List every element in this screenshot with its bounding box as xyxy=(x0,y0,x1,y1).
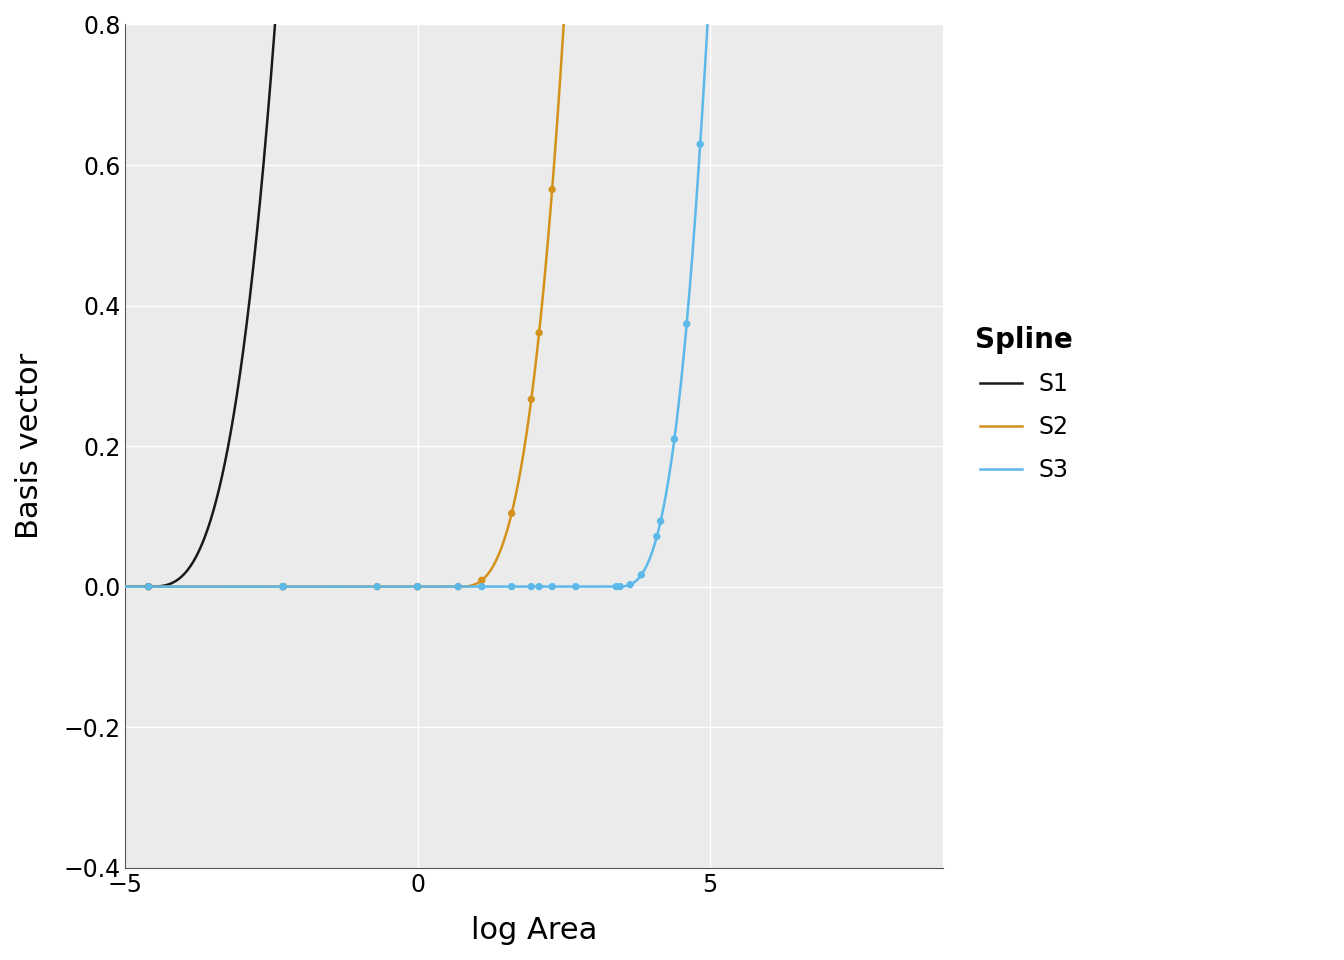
Point xyxy=(650,514,672,529)
Point xyxy=(542,579,563,594)
Y-axis label: Basis vector: Basis vector xyxy=(15,353,44,540)
S3 xyxy=(493,581,509,592)
Point xyxy=(448,579,469,594)
S3 xyxy=(515,581,531,592)
Point xyxy=(137,579,159,594)
Legend: S1, S2, S3: S1, S2, S3 xyxy=(964,314,1085,494)
Point xyxy=(367,579,388,594)
Point xyxy=(630,567,652,583)
Point xyxy=(470,579,492,594)
Point xyxy=(273,579,294,594)
S2 xyxy=(493,541,509,553)
Point xyxy=(273,579,294,594)
Point xyxy=(273,579,294,594)
Line: S3: S3 xyxy=(125,0,943,587)
Point xyxy=(609,579,630,594)
Point xyxy=(273,579,294,594)
Point xyxy=(137,579,159,594)
Point xyxy=(501,506,523,521)
Point xyxy=(520,392,542,407)
S2 xyxy=(117,581,133,592)
S1 xyxy=(159,579,175,590)
Point xyxy=(528,325,550,341)
Point xyxy=(606,579,628,594)
S1 xyxy=(117,581,133,592)
Point xyxy=(407,579,429,594)
Point xyxy=(542,181,563,197)
Point xyxy=(646,529,668,544)
Point xyxy=(470,572,492,588)
Point xyxy=(407,579,429,594)
Point xyxy=(273,579,294,594)
Point xyxy=(620,577,641,592)
S2 xyxy=(159,581,175,592)
Point xyxy=(689,136,711,152)
Point xyxy=(273,579,294,594)
Point xyxy=(520,579,542,594)
Point xyxy=(407,579,429,594)
S3 xyxy=(117,581,133,592)
Point xyxy=(137,579,159,594)
Point xyxy=(676,316,698,331)
Point xyxy=(564,579,586,594)
S2 xyxy=(515,449,531,461)
Line: S1: S1 xyxy=(125,0,943,587)
Point xyxy=(367,579,388,594)
S3 xyxy=(159,581,175,592)
Point xyxy=(407,579,429,594)
Point xyxy=(501,579,523,594)
Point xyxy=(528,579,550,594)
Line: S2: S2 xyxy=(125,0,943,587)
Point xyxy=(448,579,469,594)
Point xyxy=(664,431,685,446)
X-axis label: log Area: log Area xyxy=(472,916,598,945)
